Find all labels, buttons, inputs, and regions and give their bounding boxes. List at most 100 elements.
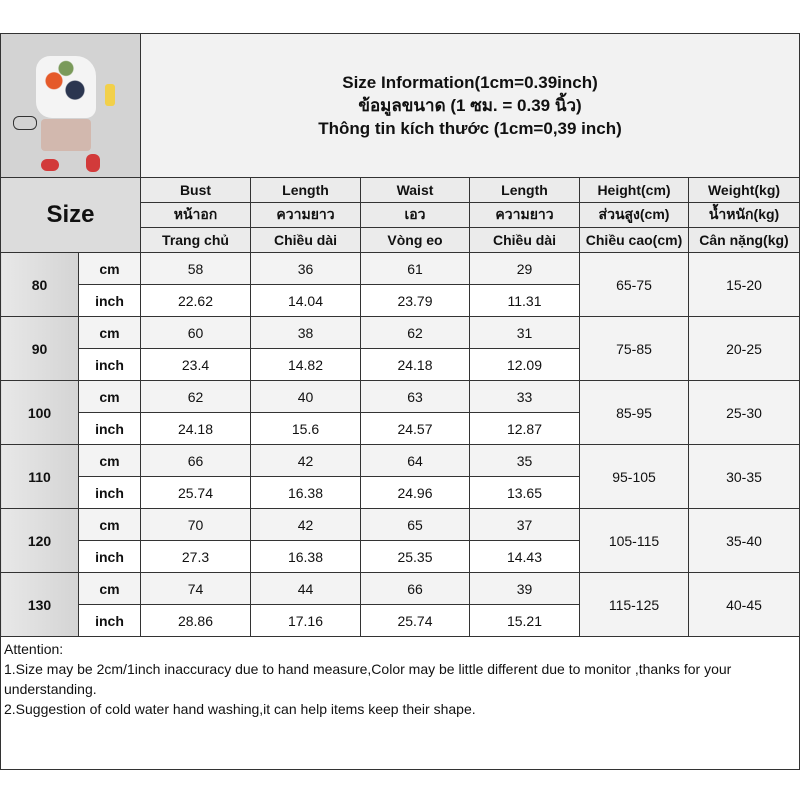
column-header-en: Length — [469, 177, 580, 203]
inch-value: 24.96 — [360, 476, 470, 509]
inch-value: 23.4 — [140, 348, 251, 381]
inch-value: 12.09 — [469, 348, 580, 381]
table-row: inch 27.3 16.38 25.35 14.43 — [1, 540, 800, 573]
unit-cm: cm — [78, 316, 141, 349]
column-header-vi: Vòng eo — [360, 227, 470, 253]
cm-value: 31 — [469, 316, 580, 349]
inch-value: 24.18 — [360, 348, 470, 381]
cm-value: 44 — [250, 572, 361, 605]
inch-value: 14.82 — [250, 348, 361, 381]
cm-value: 29 — [469, 252, 580, 285]
column-header-en: Bust — [140, 177, 251, 203]
size-value: 80 — [0, 252, 79, 317]
table-row: 90 cm 60 38 62 31 75-85 20-25 — [0, 316, 800, 381]
inch-value: 24.57 — [360, 412, 470, 445]
weight-range: 35-40 — [687, 508, 800, 573]
cm-value: 66 — [140, 444, 251, 477]
unit-inch: inch — [78, 348, 141, 381]
weight-range: 25-30 — [687, 380, 800, 445]
inch-value: 13.65 — [469, 476, 580, 509]
inch-value: 25.35 — [360, 540, 470, 573]
cm-value: 42 — [250, 444, 361, 477]
inch-value: 22.62 — [140, 284, 251, 317]
height-range: 95-105 — [579, 444, 689, 509]
inch-value: 27.3 — [140, 540, 251, 573]
cm-value: 36 — [250, 252, 361, 285]
cm-value: 38 — [250, 316, 361, 349]
weight-range: 30-35 — [687, 444, 800, 509]
shoe-image — [86, 154, 100, 172]
table-row: inch 23.4 14.82 24.18 12.09 — [1, 348, 800, 381]
cm-value: 33 — [469, 380, 580, 413]
unit-cm: cm — [78, 380, 141, 413]
unit-inch: inch — [78, 412, 141, 445]
unit-cm: cm — [78, 508, 141, 541]
inch-value: 11.31 — [469, 284, 580, 317]
weight-range: 40-45 — [687, 572, 800, 637]
title-en: Size Information(1cm=0.39inch) — [342, 73, 598, 92]
table-row: 110 cm 66 42 64 35 95-105 30-35 — [0, 444, 800, 509]
size-value: 110 — [0, 444, 79, 509]
title-th: ข้อมูลขนาด (1 ซม. = 0.39 นิ้ว) — [358, 96, 582, 115]
attention-notes: Attention: 1.Size may be 2cm/1inch inacc… — [0, 636, 800, 770]
unit-cm: cm — [78, 444, 141, 477]
unit-cm: cm — [78, 572, 141, 605]
column-header-vi: Chiều cao(cm) — [579, 227, 689, 253]
table-row: inch 24.18 15.6 24.57 12.87 — [1, 412, 800, 445]
column-header-vi: Trang chủ — [140, 227, 251, 253]
attention-note-1: 1.Size may be 2cm/1inch inaccuracy due t… — [4, 661, 732, 697]
title-vi: Thông tin kích thước (1cm=0,39 inch) — [318, 119, 622, 138]
inch-value: 25.74 — [140, 476, 251, 509]
column-header-th: น้ำหนัก(kg) — [687, 202, 800, 228]
table-row: 80 cm 58 36 61 29 65-75 15-20 — [0, 252, 800, 317]
inch-value: 14.04 — [250, 284, 361, 317]
inch-value: 16.38 — [250, 476, 361, 509]
cm-value: 42 — [250, 508, 361, 541]
size-value: 130 — [0, 572, 79, 637]
column-header-th: ความยาว — [469, 202, 580, 228]
cm-value: 39 — [469, 572, 580, 605]
inch-value: 28.86 — [140, 604, 251, 637]
table-row: 130 cm 74 44 66 39 115-125 40-45 — [0, 572, 800, 637]
size-value: 100 — [0, 380, 79, 445]
unit-inch: inch — [78, 540, 141, 573]
shirt-image — [36, 56, 96, 118]
cm-value: 62 — [360, 316, 470, 349]
inch-value: 16.38 — [250, 540, 361, 573]
cm-value: 64 — [360, 444, 470, 477]
height-range: 65-75 — [579, 252, 689, 317]
weight-range: 15-20 — [687, 252, 800, 317]
size-table: Size Information(1cm=0.39inch) ข้อมูลขนา… — [0, 33, 800, 770]
table-row: inch 28.86 17.16 25.74 15.21 — [1, 604, 800, 637]
cm-value: 58 — [140, 252, 251, 285]
table-row: 120 cm 70 42 65 37 105-115 35-40 — [0, 508, 800, 573]
size-chart: Size Information(1cm=0.39inch) ข้อมูลขนา… — [0, 33, 800, 770]
cm-value: 66 — [360, 572, 470, 605]
inch-value: 15.6 — [250, 412, 361, 445]
inch-value: 23.79 — [360, 284, 470, 317]
inch-value: 24.18 — [140, 412, 251, 445]
cm-value: 61 — [360, 252, 470, 285]
inch-value: 25.74 — [360, 604, 470, 637]
cm-value: 70 — [140, 508, 251, 541]
cm-value: 37 — [469, 508, 580, 541]
column-header-vi: Chiều dài — [250, 227, 361, 253]
height-range: 115-125 — [579, 572, 689, 637]
column-header-en: Waist — [360, 177, 470, 203]
cm-value: 35 — [469, 444, 580, 477]
table-row: inch 22.62 14.04 23.79 11.31 — [1, 284, 800, 317]
cm-value: 60 — [140, 316, 251, 349]
cm-value: 74 — [140, 572, 251, 605]
inch-value: 15.21 — [469, 604, 580, 637]
unit-cm: cm — [78, 252, 141, 285]
height-range: 75-85 — [579, 316, 689, 381]
unit-inch: inch — [78, 604, 141, 637]
height-range: 85-95 — [579, 380, 689, 445]
cm-value: 40 — [250, 380, 361, 413]
toy-image — [105, 84, 115, 106]
attention-note-2: 2.Suggestion of cold water hand washing,… — [4, 701, 476, 717]
shoe-image — [41, 159, 59, 171]
column-header-th: หน้าอก — [140, 202, 251, 228]
size-information-title: Size Information(1cm=0.39inch) ข้อมูลขนา… — [139, 33, 800, 178]
attention-heading: Attention: — [4, 641, 64, 657]
